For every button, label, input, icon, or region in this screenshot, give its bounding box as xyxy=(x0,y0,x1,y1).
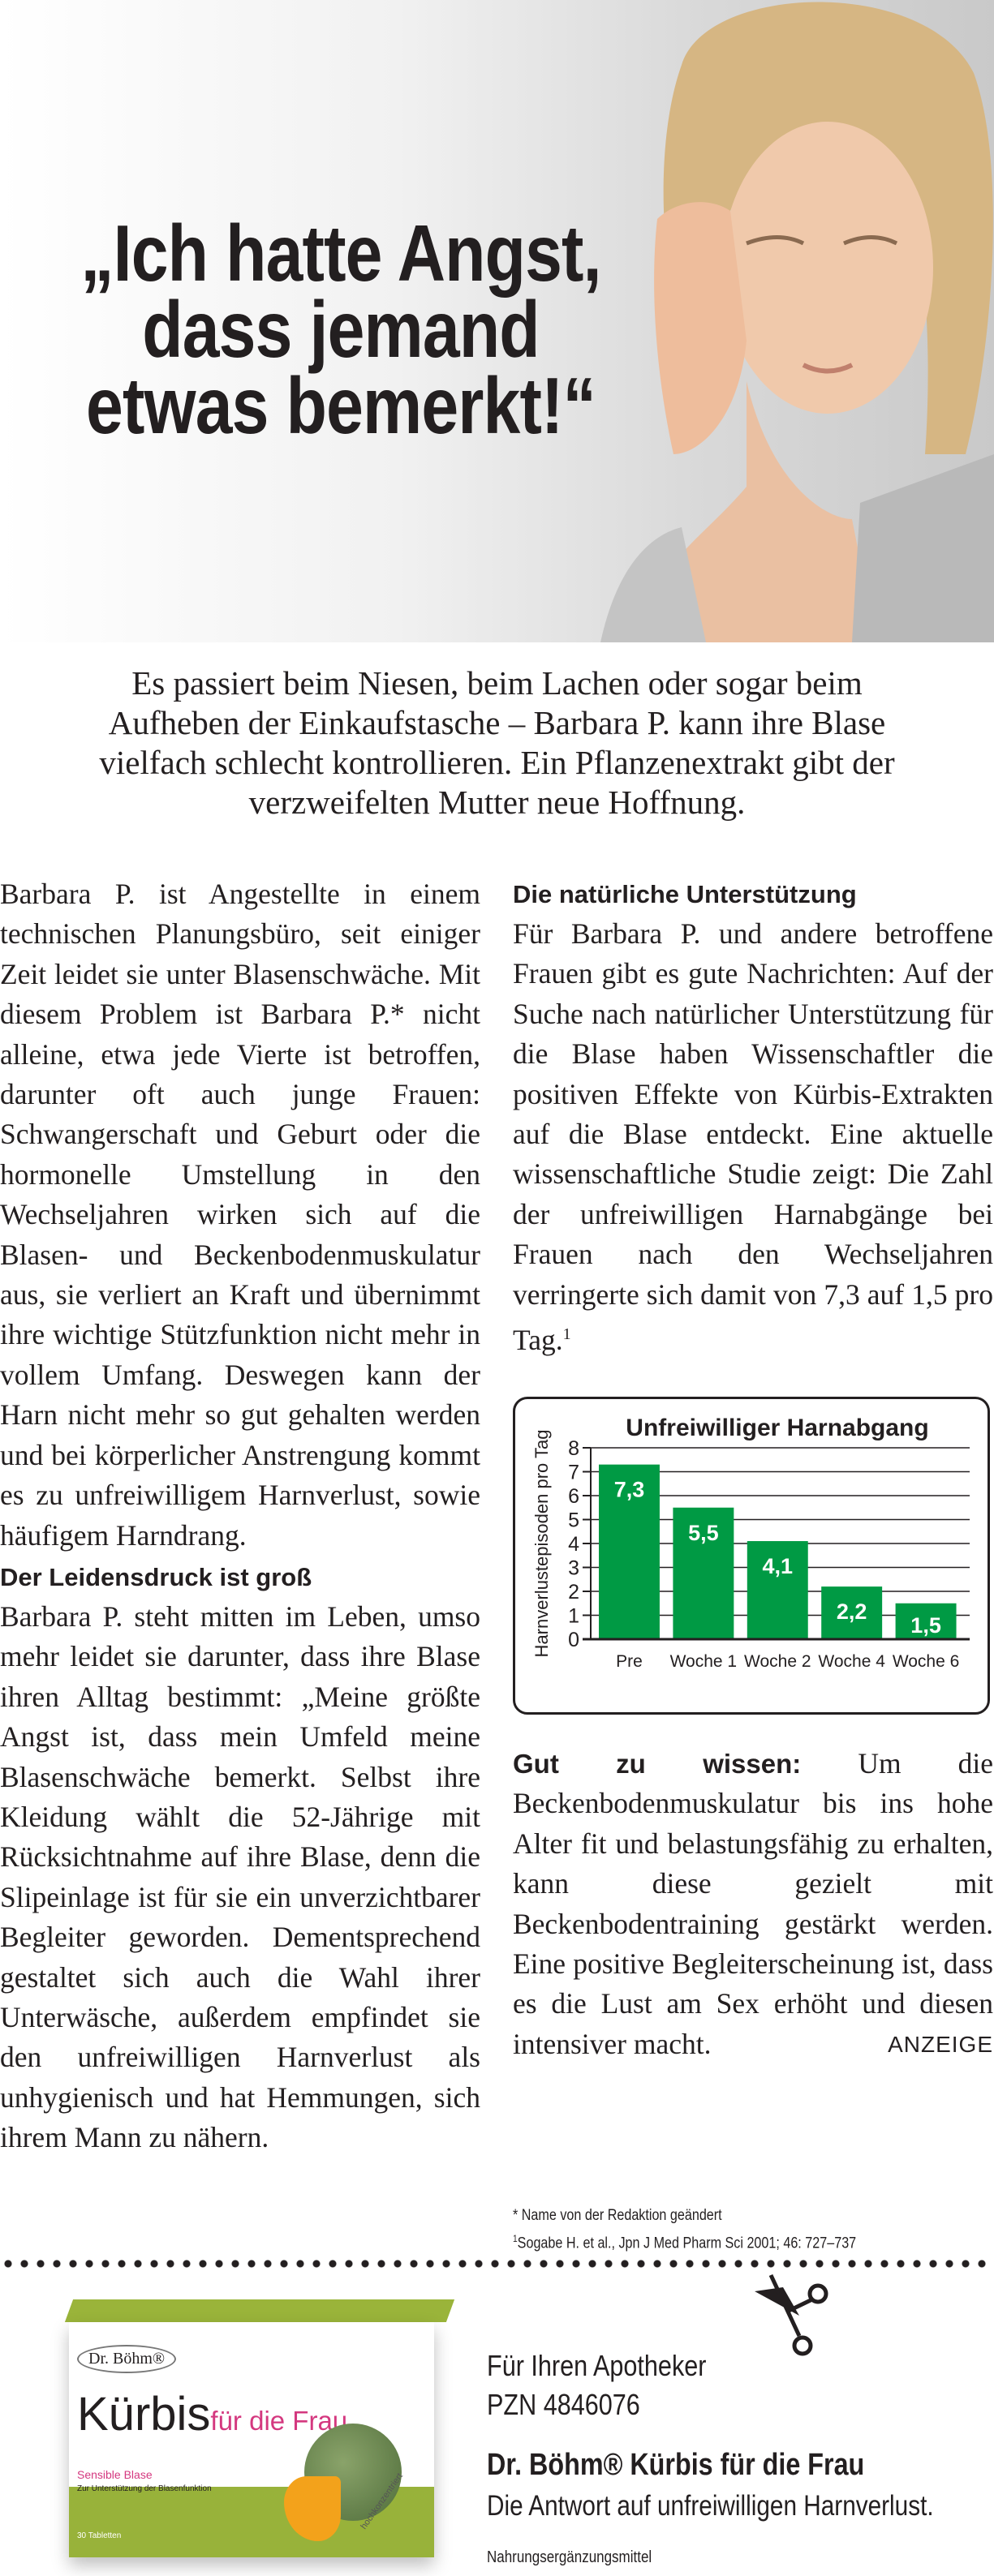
bar xyxy=(821,1586,883,1639)
lead-paragraph: Es passiert beim Niesen, beim Lachen ode… xyxy=(99,664,895,821)
headline-line: „Ich hatte Angst, xyxy=(80,208,601,298)
chart-title: Unfreiwilliger Harnabgang xyxy=(626,1415,928,1441)
product-title: Dr. Böhm® Kürbis für die Frau xyxy=(487,2448,865,2482)
info-line: Für Ihren Apotheker xyxy=(487,2349,707,2382)
x-tick-label: Woche 2 xyxy=(744,1652,811,1671)
bar xyxy=(747,1541,808,1639)
product-package: Dr. Böhm® Kürbisfür die Frau Sensible Bl… xyxy=(64,2299,455,2559)
footnote: 1Sogabe H. et al., Jpn J Med Pharm Sci 2… xyxy=(513,2227,856,2255)
anzeige-label: ANZEIGE xyxy=(888,2031,993,2057)
body-paragraph: Für Barbara P. und andere betroffene Fra… xyxy=(513,914,993,1360)
bar-chart: Unfreiwilliger Harnabgang Harnverlustepis… xyxy=(513,1397,990,1715)
body-text: Für Barbara P. und andere betroffene Fra… xyxy=(513,917,993,1356)
left-column: Barbara P. ist Angestellte in einem tech… xyxy=(0,874,480,2158)
y-tick-label: 8 xyxy=(568,1437,579,1460)
y-tick-label: 6 xyxy=(568,1485,579,1508)
bar-value-label: 4,1 xyxy=(763,1554,794,1578)
y-tick-label: 5 xyxy=(568,1509,579,1532)
bar-value-label: 2,2 xyxy=(837,1599,867,1624)
y-tick-label: 2 xyxy=(568,1581,579,1604)
info-block: Für Ihren Apotheker PZN 4846076 xyxy=(487,2346,706,2424)
y-tick-label: 0 xyxy=(568,1629,579,1651)
product-tagline: Die Antwort auf unfreiwilligen Harnverlu… xyxy=(487,2490,934,2522)
brand-logo: Dr. Böhm® xyxy=(77,2345,177,2373)
footnote-ref: 1 xyxy=(513,2233,518,2244)
bar-value-label: 5,5 xyxy=(688,1521,719,1545)
scissors-icon xyxy=(755,2273,828,2356)
right-column: Die natürliche Unterstützung Für Barbara… xyxy=(513,874,993,1360)
chart-svg: Unfreiwilliger Harnabgang Harnverlustepis… xyxy=(531,1415,970,1671)
x-tick-label: Pre xyxy=(616,1652,643,1671)
bar xyxy=(599,1464,660,1639)
product-tag: Sensible Blase xyxy=(77,2468,153,2481)
gut-label: Gut zu wissen: xyxy=(513,1749,802,1779)
gut-zu-wissen: Gut zu wissen: Um die Beckenbodenmuskula… xyxy=(513,1744,993,2064)
y-tick-label: 7 xyxy=(568,1462,579,1484)
product-subname: für die Frau xyxy=(210,2406,348,2436)
product-count: 30 Tabletten xyxy=(77,2531,122,2540)
pumpkin-slice xyxy=(284,2476,341,2541)
subheading: Die natürliche Unterstützung xyxy=(513,880,857,908)
body-paragraph: Barbara P. ist Angestellte in einem tech… xyxy=(0,878,480,1552)
headline-line: etwas bemerkt!“ xyxy=(86,361,596,450)
pzn: PZN 4846076 xyxy=(487,2388,640,2421)
footnote-mark: 1 xyxy=(562,1325,571,1344)
x-tick-label: Woche 6 xyxy=(893,1652,960,1671)
headline-line: dass jemand xyxy=(142,285,540,374)
subheading: Der Leidensdruck ist groß xyxy=(0,1562,312,1591)
bar-value-label: 7,3 xyxy=(614,1478,645,1502)
y-tick-label: 3 xyxy=(568,1557,579,1580)
y-tick-label: 4 xyxy=(568,1533,579,1556)
product-name: Kürbis xyxy=(77,2388,211,2441)
product-category: Nahrungsergänzungsmittel xyxy=(487,2548,652,2566)
package-front: Dr. Böhm® Kürbisfür die Frau Sensible Bl… xyxy=(69,2322,434,2557)
gut-text: Um die Beckenbodenmuskulatur bis ins hoh… xyxy=(513,1747,994,2060)
y-tick-label: 1 xyxy=(568,1605,579,1628)
headline: „Ich hatte Angst, dass jemand etwas beme… xyxy=(75,208,606,450)
bar xyxy=(895,1603,957,1639)
footnote: * Name von der Redaktion geändert xyxy=(513,2207,722,2224)
woman-photo xyxy=(600,2,994,642)
bar-value-label: 1,5 xyxy=(910,1613,941,1638)
product-desc: Zur Unterstützung der Blasenfunktion xyxy=(77,2484,212,2493)
body-paragraph: Barbara P. steht mitten im Leben, umso m… xyxy=(0,1599,480,2154)
hero-banner: „Ich hatte Angst, dass jemand etwas beme… xyxy=(0,0,994,642)
cut-line xyxy=(0,2258,994,2269)
y-axis-label: Harnverlustepisoden pro Tag xyxy=(531,1430,552,1658)
package-top xyxy=(64,2299,455,2322)
x-tick-label: Woche 1 xyxy=(670,1652,738,1671)
x-tick-label: Woche 4 xyxy=(818,1652,885,1671)
bar xyxy=(673,1507,734,1639)
footnote-text: Sogabe H. et al., Jpn J Med Pharm Sci 20… xyxy=(517,2235,857,2252)
footnotes: * Name von der Redaktion geändert 1Sogab… xyxy=(513,2205,856,2255)
